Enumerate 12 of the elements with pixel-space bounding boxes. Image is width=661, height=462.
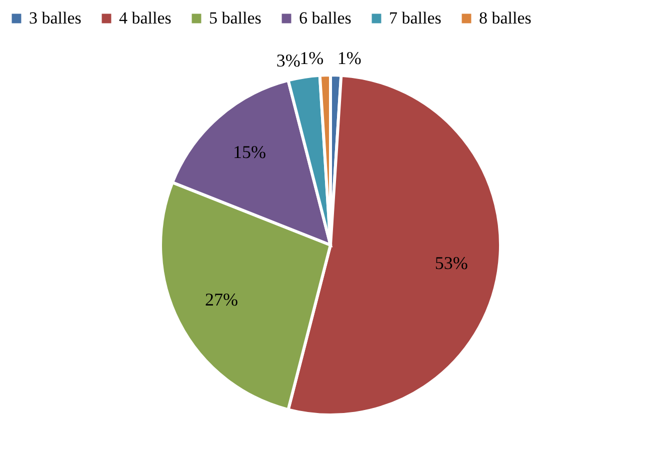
data-label: 1% bbox=[300, 48, 324, 68]
legend-label: 3 balles bbox=[29, 8, 82, 28]
legend-label: 4 balles bbox=[119, 8, 172, 28]
data-label: 53% bbox=[434, 253, 468, 274]
legend-label: 5 balles bbox=[209, 8, 262, 28]
data-label: 15% bbox=[233, 142, 266, 162]
data-label: 27% bbox=[204, 290, 238, 310]
legend-label: 7 balles bbox=[389, 8, 442, 28]
legend-label: 8 balles bbox=[479, 8, 532, 28]
data-label: 3% bbox=[276, 50, 300, 70]
data-label: 1% bbox=[337, 48, 362, 68]
legend-label: 6 balles bbox=[299, 8, 352, 28]
